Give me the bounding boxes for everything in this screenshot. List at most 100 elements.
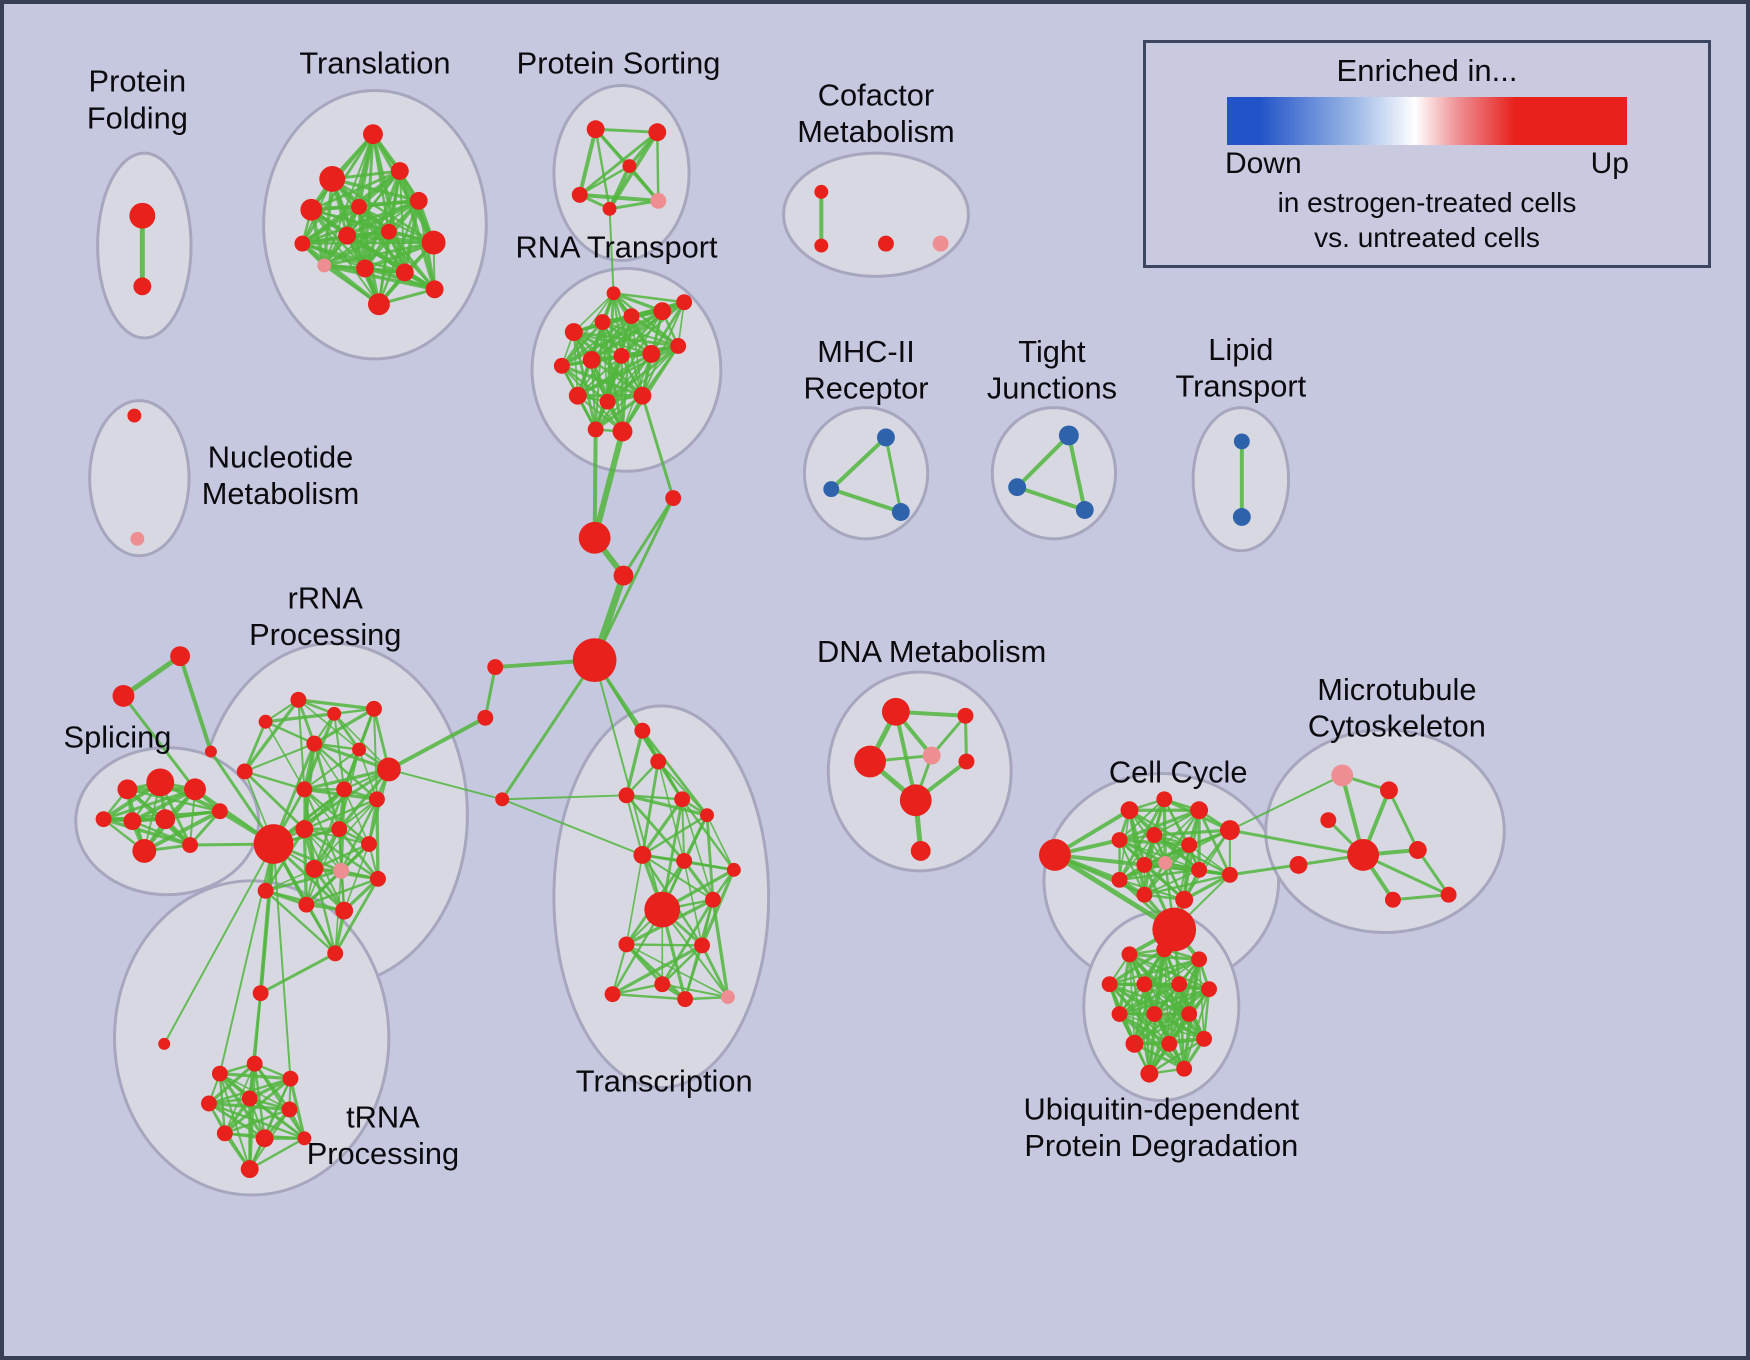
network-node-cell-cycle xyxy=(1120,801,1139,820)
network-edge xyxy=(641,813,709,857)
network-node-protein-folding xyxy=(129,202,156,229)
network-edge xyxy=(576,354,623,397)
network-edge xyxy=(345,198,421,238)
network-edge xyxy=(178,654,213,754)
network-node-rrna-processing xyxy=(368,791,385,808)
network-edge xyxy=(1197,808,1232,877)
network-node-cell-cycle xyxy=(1039,839,1071,871)
cluster-label-translation: Translation xyxy=(299,46,450,81)
network-node-trna-processing xyxy=(216,1125,233,1142)
network-node-dna-metabolism xyxy=(922,746,941,765)
network-node-trna-processing xyxy=(252,985,269,1002)
network-node-transcription xyxy=(720,990,735,1005)
network-edge xyxy=(1117,982,1181,1016)
network-node-protein-sorting xyxy=(650,192,667,209)
legend: Enriched in... Down Up in estrogen-treat… xyxy=(1143,40,1711,268)
cluster-label-microtubule-cytoskeleton: Microtubule Cytoskeleton xyxy=(1308,672,1486,744)
network-node-splicing xyxy=(211,803,228,820)
network-edge xyxy=(593,659,664,911)
network-node-transcription xyxy=(634,722,651,739)
cluster-ellipse-cofactor-metabolism xyxy=(782,151,970,278)
network-node-microtubule-cytoskeleton xyxy=(1440,886,1457,903)
network-edge xyxy=(594,127,659,134)
network-edge xyxy=(682,859,715,902)
network-node-rrna-processing xyxy=(296,781,313,798)
network-edge xyxy=(272,843,292,1080)
network-edge xyxy=(657,760,685,862)
network-edge xyxy=(640,797,684,857)
network-node-trna-processing xyxy=(255,1129,274,1148)
network-node-translation xyxy=(421,230,446,255)
network-node-rna-transport xyxy=(653,302,672,321)
network-node-splicing xyxy=(123,812,142,831)
network-edge xyxy=(1052,852,1177,933)
network-node-rrna-processing xyxy=(335,901,354,920)
network-node-rna-transport xyxy=(613,347,630,364)
network-canvas: Protein Folding Translation Protein Sorting… xyxy=(64,46,1506,1197)
network-edge xyxy=(576,315,633,397)
network-node-cell-cycle xyxy=(1190,801,1209,820)
network-node-rna-transport xyxy=(599,393,616,410)
network-node-ubiquitin-protein-degradation xyxy=(1181,1006,1198,1022)
network-edge xyxy=(1228,863,1300,877)
network-edge xyxy=(657,760,709,817)
network-node-microtubule-cytoskeleton xyxy=(1408,841,1427,859)
network-edge xyxy=(611,982,664,996)
network-node-mhc-ii-receptor xyxy=(876,428,895,447)
network-edge xyxy=(102,787,197,821)
network-edge xyxy=(594,394,645,432)
network-node-cofactor-metabolism xyxy=(814,184,829,199)
network-edge xyxy=(605,344,680,404)
network-node-splicing xyxy=(146,768,175,797)
network-edge xyxy=(610,943,704,996)
network-edge xyxy=(625,943,704,947)
network-edge xyxy=(1118,834,1156,881)
network-edge xyxy=(625,793,686,863)
network-node-microtubule-cytoskeleton xyxy=(1347,839,1380,871)
network-edge xyxy=(578,130,659,197)
network-node-nucleotide-metabolism xyxy=(130,531,145,546)
network-node-microtubule-cytoskeleton xyxy=(1380,781,1398,800)
network-edge xyxy=(264,869,343,893)
network-node-rrna-processing xyxy=(331,821,348,838)
network-edge xyxy=(332,712,361,752)
network-node-dna-metabolism xyxy=(854,745,886,778)
network-edge xyxy=(1148,1037,1206,1075)
network-node-rrna-processing xyxy=(298,896,315,913)
cluster-label-nucleotide-metabolism: Nucleotide Metabolism xyxy=(202,439,359,511)
network-edge xyxy=(243,770,306,791)
network-edge xyxy=(313,867,337,955)
network-edge xyxy=(131,819,192,847)
network-node-tight-junctions xyxy=(1075,501,1094,519)
cluster-label-trna-processing: tRNA Processing xyxy=(307,1099,459,1171)
network-node-translation xyxy=(425,280,444,299)
cluster-label-rrna-processing: rRNA Processing xyxy=(249,580,401,652)
network-edge xyxy=(625,854,644,946)
network-node-protein-sorting xyxy=(602,201,617,216)
network-edge xyxy=(621,496,675,578)
network-edge xyxy=(578,164,631,197)
legend-down-label: Down xyxy=(1225,147,1302,180)
network-edge xyxy=(607,164,632,211)
network-edge xyxy=(1188,844,1231,876)
network-edge xyxy=(620,301,686,357)
network-edge xyxy=(577,192,661,203)
network-node-dna-metabolism xyxy=(910,841,931,861)
network-node-transcription xyxy=(705,891,721,908)
network-node-transcription xyxy=(674,791,691,808)
network-node-cell-cycle xyxy=(1111,871,1128,888)
network-node-protein-folding xyxy=(133,277,152,296)
network-node-ubiquitin-protein-degradation xyxy=(1171,976,1188,993)
network-node-microtubule-cytoskeleton xyxy=(1289,855,1308,874)
network-node-translation xyxy=(363,124,383,145)
network-node-rrna-processing xyxy=(305,859,324,878)
network-node-cell-cycle xyxy=(1111,832,1128,849)
network-node-rna-transport xyxy=(553,357,570,374)
network-edge xyxy=(884,435,903,514)
network-node-cell-cycle xyxy=(1175,890,1194,909)
network-edge xyxy=(1015,433,1071,490)
network-edge xyxy=(640,394,675,500)
network-edge xyxy=(121,694,197,791)
network-edge xyxy=(312,741,391,772)
network-node-splicing xyxy=(204,745,217,758)
